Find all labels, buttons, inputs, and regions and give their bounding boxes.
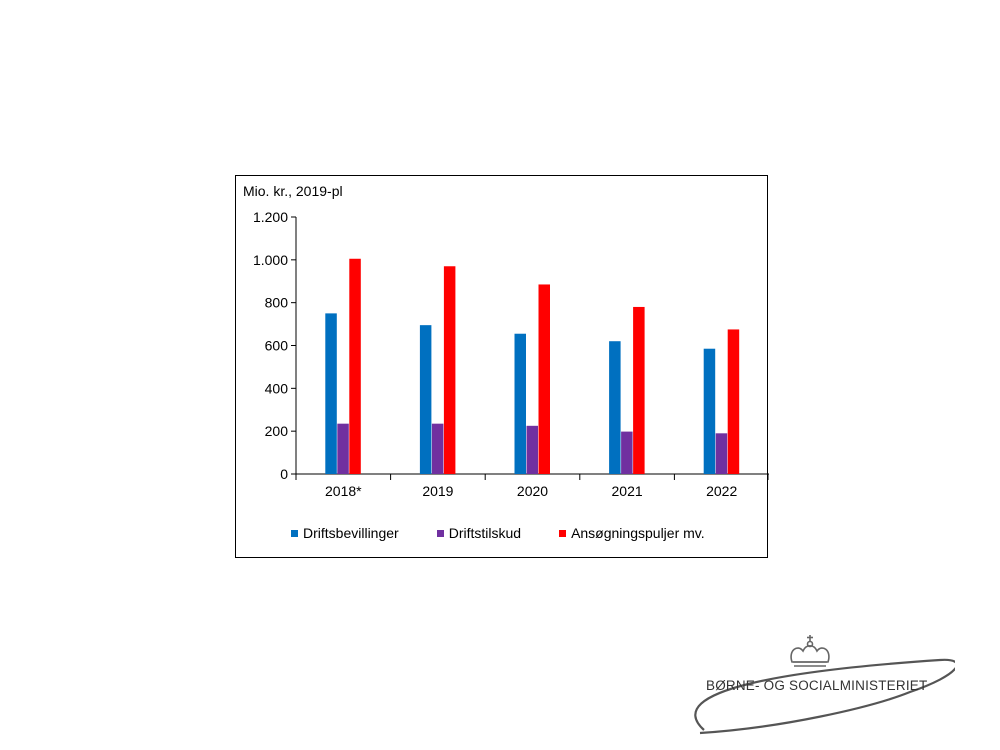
- chart-frame: Mio. kr., 2019-pl 0 200 400 600 800 1.000 1.20…: [235, 175, 769, 558]
- y-tick-label: 800: [265, 295, 289, 311]
- x-tick-label: 2020: [517, 483, 548, 499]
- x-tick-label: 2021: [612, 483, 643, 499]
- bar-driftsbevillinger-2018: [325, 313, 337, 474]
- bar-driftsbevillinger-2019: [419, 325, 432, 474]
- y-tick-label: 600: [265, 338, 289, 354]
- legend-item: Driftsbevillinger: [291, 525, 399, 541]
- legend-label: Driftsbevillinger: [303, 525, 399, 541]
- bar-ans-gningspuljer-mv--2019: [443, 266, 456, 474]
- bar-driftsbevillinger-2021: [609, 341, 621, 474]
- bar-driftstilskud-2018: [337, 423, 349, 474]
- logo-swoosh: [694, 635, 955, 735]
- legend-item: Driftstilskud: [436, 525, 522, 541]
- y-tick-label: 0: [280, 466, 288, 482]
- legend-swatch: [291, 529, 298, 537]
- crown-icon: [790, 635, 830, 667]
- x-tick-label: 2018*: [325, 483, 362, 499]
- y-tick-label: 1.000: [253, 252, 288, 268]
- bar-driftsbevillinger-2022: [703, 348, 716, 474]
- chart-legend: Driftsbevillinger Driftstilskud Ansøgnings…: [291, 523, 743, 543]
- bar-driftsbevillinger-2020: [514, 333, 526, 474]
- bar-ans-gningspuljer-mv--2020: [538, 284, 550, 474]
- bar-driftstilskud-2019: [431, 423, 444, 474]
- legend-swatch: [436, 529, 444, 537]
- y-unit-label: Mio. kr., 2019-pl: [243, 183, 343, 199]
- bar-chart: 0 200 400 600 800 1.000 1.200 2018* 2019 2020 2021…: [253, 209, 769, 499]
- x-tick-label: 2022: [706, 483, 737, 499]
- bar-driftstilskud-2020: [526, 425, 538, 474]
- x-tick-label: 2019: [422, 483, 453, 499]
- logo-text: BØRNE- OG SOCIALMINISTERIET: [706, 678, 928, 693]
- bar-ans-gningspuljer-mv--2021: [633, 306, 645, 474]
- legend-swatch: [559, 529, 567, 537]
- legend-label: Driftstilskud: [448, 525, 522, 541]
- bar-ans-gningspuljer-mv--2018: [349, 258, 361, 474]
- bar-ans-gningspuljer-mv--2022: [727, 329, 740, 474]
- y-tick-label: 400: [265, 380, 289, 396]
- bar-driftstilskud-2021: [621, 431, 633, 474]
- y-tick-label: 1.200: [253, 209, 288, 225]
- y-tick-label: 200: [265, 423, 289, 439]
- legend-label: Ansøgningspuljer mv.: [571, 525, 705, 541]
- legend-item: Ansøgningspuljer mv.: [559, 525, 705, 541]
- ministry-logo: BØRNE- OG SOCIALMINISTERIET: [670, 630, 955, 745]
- bar-driftstilskud-2022: [715, 433, 728, 474]
